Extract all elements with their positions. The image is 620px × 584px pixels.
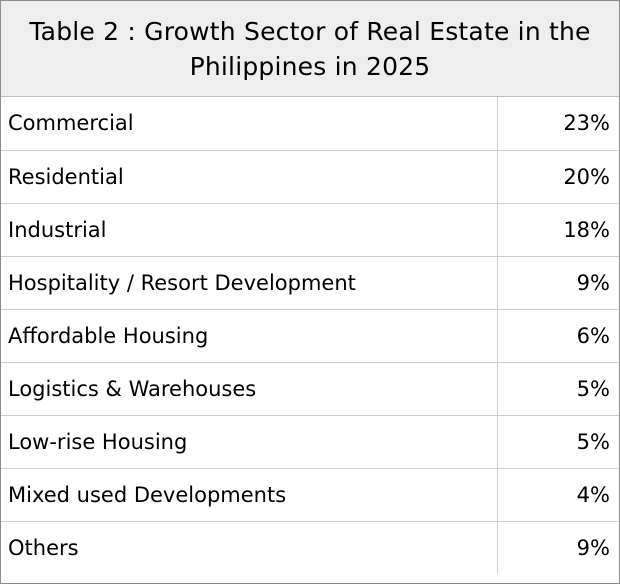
share-cell: 5% bbox=[496, 362, 619, 416]
sector-cell: Industrial bbox=[1, 203, 497, 257]
sector-cell: Hospitality / Resort Development bbox=[1, 256, 497, 310]
sector-cell: Logistics & Warehouses bbox=[1, 362, 497, 416]
table-row: Industrial 18% bbox=[1, 203, 619, 257]
table-row: Commercial 23% bbox=[1, 97, 619, 151]
sector-grid: Commercial 23% Residential 20% Industrial 18%… bbox=[1, 97, 619, 574]
sector-cell: Affordable Housing bbox=[1, 309, 497, 363]
table-body: Commercial 23% Residential 20% Industrial 18%… bbox=[1, 97, 619, 574]
table-row: Affordable Housing 6% bbox=[1, 309, 619, 363]
share-cell: 6% bbox=[496, 309, 619, 363]
table-row: Low-rise Housing 5% bbox=[1, 415, 619, 469]
share-cell: 4% bbox=[496, 468, 619, 522]
table-row: Residential 20% bbox=[1, 150, 619, 204]
share-cell: 9% bbox=[496, 256, 619, 310]
share-cell: 23% bbox=[496, 97, 619, 151]
share-cell: 18% bbox=[496, 203, 619, 257]
share-cell: 9% bbox=[496, 521, 619, 574]
table-row: Hospitality / Resort Development 9% bbox=[1, 256, 619, 310]
sector-cell: Residential bbox=[1, 150, 497, 204]
sector-cell: Others bbox=[8, 535, 79, 560]
share-cell: 20% bbox=[496, 150, 619, 204]
share-cell: 5% bbox=[496, 415, 619, 469]
sector-cell: Commercial bbox=[1, 97, 497, 151]
table-row: Logistics & Warehouses 5% bbox=[1, 362, 619, 416]
sector-cell: Low-rise Housing bbox=[1, 415, 497, 469]
table-title: Table 2 : Growth Sector of Real Estate i… bbox=[29, 16, 591, 81]
sector-cell: Mixed used Developments bbox=[1, 468, 497, 522]
table-row: Others 9% bbox=[1, 521, 619, 574]
table-title-bar: Table 2 : Growth Sector of Real Estate i… bbox=[1, 1, 619, 97]
table-row: Mixed used Developments 4% bbox=[1, 468, 619, 522]
